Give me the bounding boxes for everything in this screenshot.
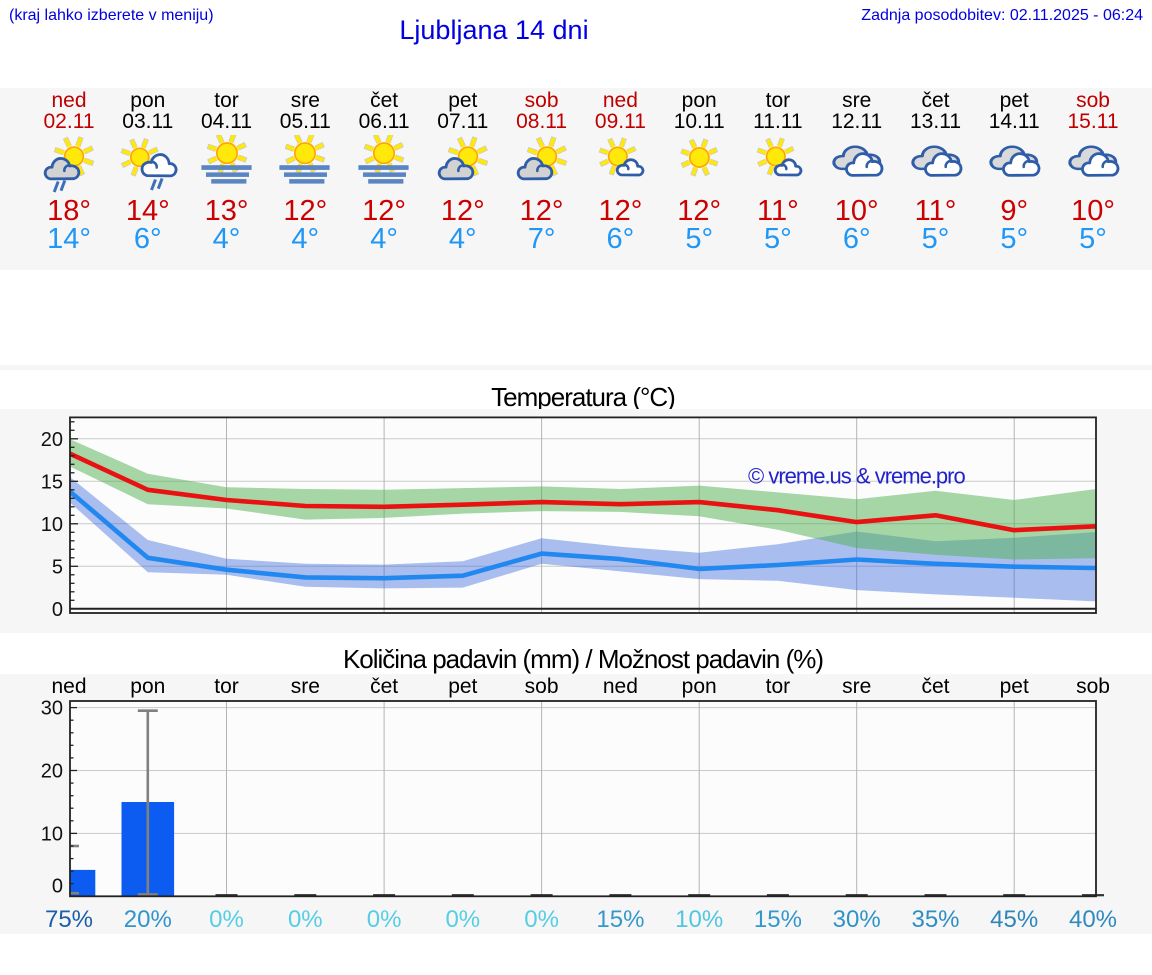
svg-text:0%: 0% — [288, 906, 323, 933]
svg-text:pet: pet — [448, 675, 477, 698]
svg-text:0%: 0% — [445, 906, 480, 933]
svg-text:5: 5 — [52, 556, 63, 578]
svg-text:0%: 0% — [367, 906, 402, 933]
svg-text:75%: 75% — [45, 906, 93, 933]
svg-text:30%: 30% — [833, 906, 881, 933]
svg-text:40%: 40% — [1069, 906, 1117, 933]
svg-text:pon: pon — [130, 675, 165, 698]
svg-text:10%: 10% — [675, 906, 723, 933]
svg-text:sre: sre — [842, 675, 871, 698]
svg-text:čet: čet — [370, 675, 398, 698]
svg-text:tor: tor — [214, 675, 239, 698]
svg-text:sob: sob — [1076, 675, 1110, 698]
svg-text:20: 20 — [41, 761, 63, 783]
svg-text:35%: 35% — [911, 906, 959, 933]
svg-text:sob: sob — [525, 675, 559, 698]
svg-text:tor: tor — [766, 675, 791, 698]
svg-text:pet: pet — [1000, 675, 1029, 698]
svg-text:ned: ned — [51, 675, 86, 698]
svg-text:© vreme.us & vreme.pro: © vreme.us & vreme.pro — [748, 464, 965, 489]
svg-text:0: 0 — [52, 875, 63, 897]
svg-text:15: 15 — [41, 471, 63, 493]
svg-text:10: 10 — [41, 514, 63, 536]
svg-text:20%: 20% — [124, 906, 172, 933]
svg-text:30: 30 — [41, 698, 63, 720]
svg-text:sre: sre — [291, 675, 320, 698]
svg-text:15%: 15% — [754, 906, 802, 933]
svg-text:10: 10 — [41, 823, 63, 845]
svg-text:20: 20 — [41, 429, 63, 451]
svg-text:0: 0 — [52, 599, 63, 621]
svg-text:15%: 15% — [596, 906, 644, 933]
svg-text:0%: 0% — [209, 906, 244, 933]
svg-text:45%: 45% — [990, 906, 1038, 933]
svg-text:0%: 0% — [524, 906, 559, 933]
svg-text:čet: čet — [921, 675, 949, 698]
svg-text:pon: pon — [682, 675, 717, 698]
svg-text:ned: ned — [603, 675, 638, 698]
